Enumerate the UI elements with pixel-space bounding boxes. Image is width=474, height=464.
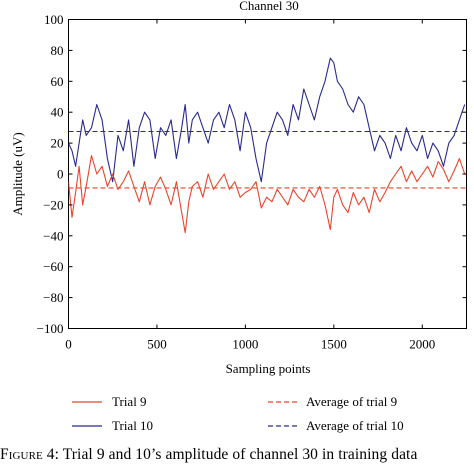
series-line-trial-10 <box>68 57 466 183</box>
caption-lead: Figure 4: <box>0 446 60 463</box>
x-tick-label-0: 0 <box>65 337 72 352</box>
y-tick-label-1: −80 <box>43 290 63 305</box>
y-tick-label-10: 100 <box>44 12 64 27</box>
y-tick-label-4: −20 <box>43 197 63 212</box>
y-axis-label: Amplitude (uV) <box>10 132 25 215</box>
y-tick-label-5: 0 <box>57 167 64 182</box>
y-tick-label-0: −100 <box>37 321 64 336</box>
series-layer <box>68 57 467 234</box>
legend-label-average-of-trial-10: Average of trial 10 <box>306 418 404 433</box>
figure-caption: Figure 4: Trial 9 and 10’s amplitude of … <box>0 446 474 464</box>
plot-area-frame <box>68 19 467 329</box>
y-tick-label-6: 20 <box>51 136 64 151</box>
series-line-trial-9 <box>68 154 466 234</box>
x-tick-label-4: 2000 <box>409 337 435 352</box>
legend-label-average-of-trial-9: Average of trial 9 <box>306 394 397 409</box>
y-tick-label-7: 40 <box>51 105 64 120</box>
x-tick-label-2: 1000 <box>232 337 258 352</box>
y-tick-label-3: −40 <box>43 228 63 243</box>
chart-title: Channel 30 <box>239 0 299 13</box>
x-axis-label: Sampling points <box>226 361 311 376</box>
legend-label-trial-9: Trial 9 <box>112 394 147 409</box>
y-tick-label-9: 80 <box>51 43 64 58</box>
legend: Trial 9 Trial 10 Average of trial 9 Average… <box>72 394 404 433</box>
x-tick-label-3: 1500 <box>321 337 347 352</box>
y-tick-label-2: −60 <box>43 259 63 274</box>
caption-text: Trial 9 and 10’s amplitude of channel 30… <box>62 446 418 463</box>
tick-layer: 0 500 1000 1500 2000 −100 −80 −60 −40 −20 0 20 40 60 8… <box>37 12 467 352</box>
y-tick-label-8: 60 <box>51 74 64 89</box>
x-tick-label-1: 500 <box>147 337 167 352</box>
legend-label-trial-10: Trial 10 <box>112 418 153 433</box>
